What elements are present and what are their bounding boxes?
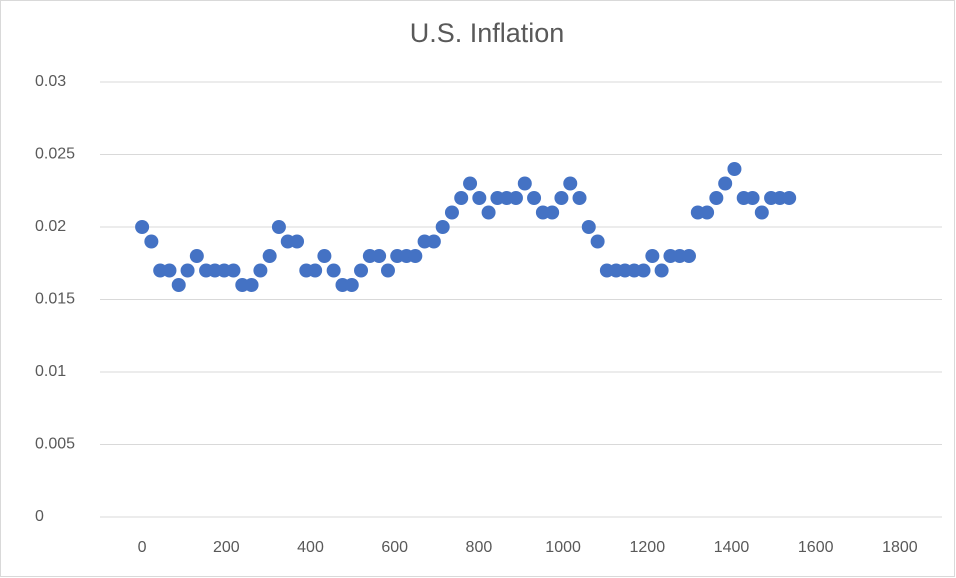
point (372, 249, 387, 263)
chart-title: U.S. Inflation (410, 18, 565, 48)
point (380, 263, 395, 278)
point (563, 176, 578, 191)
y-tick-label: 0.015 (35, 291, 75, 308)
point (508, 191, 523, 205)
x-tick-label: 1800 (882, 539, 918, 556)
point (727, 162, 742, 176)
point (326, 263, 341, 278)
x-tick-label: 1400 (714, 539, 750, 556)
point (527, 191, 542, 205)
point (262, 249, 277, 263)
y-tick-label: 0.01 (35, 363, 66, 380)
point (517, 176, 532, 191)
x-tick-label: 200 (213, 539, 240, 556)
point (189, 249, 204, 263)
point (709, 191, 724, 205)
point (463, 176, 478, 191)
point (308, 263, 323, 278)
point (244, 278, 259, 292)
point (171, 278, 186, 292)
point (144, 234, 159, 249)
point (590, 234, 605, 249)
x-tick-label: 0 (138, 539, 147, 556)
point (162, 263, 177, 278)
point (226, 263, 241, 278)
y-tick-label: 0.03 (35, 73, 66, 90)
y-tick-label: 0.02 (35, 218, 66, 235)
point (782, 191, 797, 205)
point (472, 191, 487, 205)
point (745, 191, 760, 205)
x-tick-label: 600 (381, 539, 408, 556)
point (317, 249, 332, 263)
point (253, 263, 268, 278)
point (135, 220, 150, 234)
point (700, 205, 715, 220)
point (572, 191, 587, 205)
point (654, 263, 669, 278)
x-tick-label: 800 (466, 539, 493, 556)
point (444, 205, 459, 220)
point (435, 220, 450, 234)
point (645, 249, 660, 263)
point (290, 234, 305, 249)
point (454, 191, 469, 205)
point (681, 249, 696, 263)
x-tick-label: 1000 (545, 539, 581, 556)
x-tick-label: 1600 (798, 539, 834, 556)
point (180, 263, 195, 278)
point (426, 234, 441, 249)
y-tick-label: 0 (35, 508, 44, 525)
point (481, 205, 496, 220)
point (354, 263, 369, 278)
y-tick-label: 0.005 (35, 436, 75, 453)
y-tick-label: 0.025 (35, 146, 75, 163)
point (545, 205, 560, 220)
point (718, 176, 733, 191)
x-tick-label: 400 (297, 539, 324, 556)
point (754, 205, 769, 220)
point (581, 220, 596, 234)
x-tick-label: 1200 (630, 539, 666, 556)
point (408, 249, 423, 263)
point (271, 220, 286, 234)
point (636, 263, 651, 278)
point (554, 191, 569, 205)
point (344, 278, 359, 292)
